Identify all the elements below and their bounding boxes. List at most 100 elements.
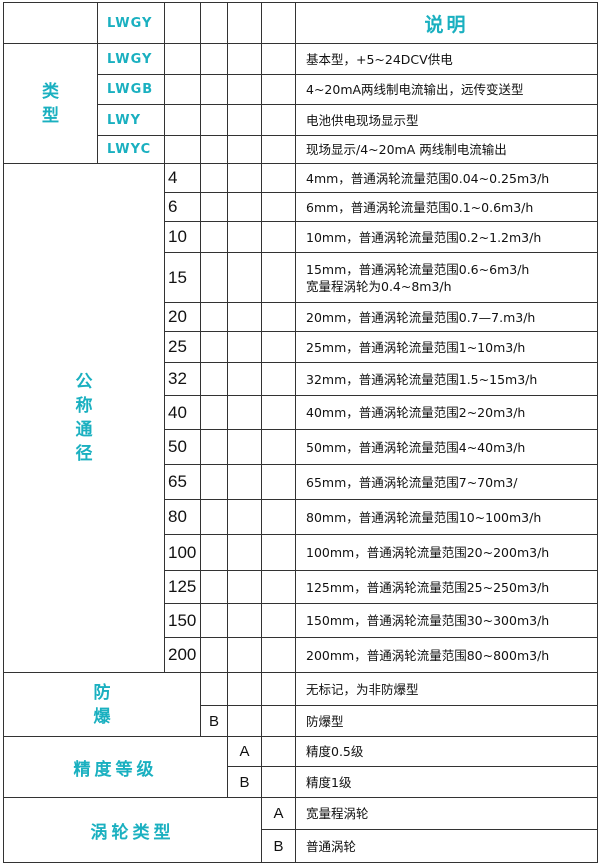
- empty-cell: [227, 163, 262, 193]
- diameter-code: 25: [164, 331, 201, 363]
- turbine-description: 普通涡轮: [295, 829, 598, 863]
- empty-cell: [227, 362, 262, 396]
- type-description: 电池供电现场显示型: [295, 104, 598, 136]
- type-code: LWY: [97, 104, 165, 136]
- empty-cell: [200, 362, 228, 396]
- diameter-row: 65 65mm，普通涡轮流量范围7~70m3/: [4, 464, 598, 500]
- diameter-code: 150: [164, 603, 201, 638]
- empty-cell: [227, 192, 262, 222]
- empty-cell: [261, 331, 296, 363]
- explosion-description: 无标记，为非防爆型: [295, 672, 598, 706]
- empty-cell: [261, 499, 296, 535]
- empty-cell: [200, 302, 228, 332]
- diameter-code: 100: [164, 534, 201, 571]
- accuracy-code: A: [227, 736, 262, 767]
- empty-cell: [3, 2, 98, 44]
- diameter-description: 6mm，普通涡轮流量范围0.1~0.6m3/h: [295, 192, 598, 222]
- type-row: LWYC 现场显示/4~20mA 两线制电流输出: [4, 135, 598, 164]
- description-line: 100mm，普通涡轮流量范围20~200m3/h: [306, 545, 550, 560]
- diameter-code: 65: [164, 464, 201, 500]
- type-code: LWYC: [97, 135, 165, 164]
- type-row: 类型 LWGY 基本型，+5~24DCV供电: [3, 43, 598, 164]
- empty-cell: [261, 570, 296, 604]
- description-line: 15mm，普通涡轮流量范围0.6~6m3/h: [306, 261, 530, 277]
- diameter-row: 150 150mm，普通涡轮流量范围30~300m3/h: [4, 603, 598, 638]
- header-row: LWGY 说明: [3, 2, 598, 44]
- description-line: 宽量程涡轮为0.4~8m3/h: [306, 278, 452, 294]
- empty-cell: [261, 192, 296, 222]
- description-line: 20mm，普通涡轮流量范围0.7—7.m3/h: [306, 309, 536, 325]
- diameter-row: 6 6mm，普通涡轮流量范围0.1~0.6m3/h: [4, 192, 598, 222]
- empty-cell: [164, 104, 201, 136]
- empty-cell: [200, 603, 228, 638]
- empty-cell: [261, 302, 296, 332]
- empty-cell: [200, 104, 228, 136]
- accuracy-description: 精度0.5级: [295, 736, 598, 767]
- empty-cell: [164, 135, 201, 164]
- accuracy-description: 精度1级: [295, 766, 598, 798]
- accuracy-label: 精度等级: [3, 736, 228, 798]
- empty-cell: [261, 637, 296, 673]
- explosion-label: 防爆: [3, 672, 201, 737]
- diameter-code: 6: [164, 192, 201, 222]
- empty-cell: [200, 331, 228, 363]
- description-line: 50mm，普通涡轮流量范围4~40m3/h: [306, 439, 526, 455]
- description-line: 80mm，普通涡轮流量范围10~100m3/h: [306, 509, 542, 525]
- empty-cell: [261, 163, 296, 193]
- diameter-row: 100 100mm，普通涡轮流量范围20~200m3/h: [4, 534, 598, 571]
- empty-cell: [227, 135, 262, 164]
- empty-cell: [261, 395, 296, 430]
- empty-cell: [261, 429, 296, 465]
- empty-cell: [227, 570, 262, 604]
- empty-cell: [227, 221, 262, 253]
- description-line: 4mm，普通涡轮流量范围0.04~0.25m3/h: [306, 170, 550, 186]
- empty-cell: [200, 43, 228, 75]
- type-code: LWGY: [97, 43, 165, 75]
- description-line: 40mm，普通涡轮流量范围2~20m3/h: [306, 405, 526, 420]
- empty-cell: [227, 672, 262, 706]
- empty-cell: [164, 2, 201, 44]
- empty-cell: [227, 603, 262, 638]
- description-line: 6mm，普通涡轮流量范围0.1~0.6m3/h: [306, 199, 534, 215]
- explosion-description: 防爆型: [295, 705, 598, 737]
- empty-cell: [227, 464, 262, 500]
- empty-cell: [227, 74, 262, 105]
- description-line: 65mm，普通涡轮流量范围7~70m3/: [306, 474, 518, 490]
- section-label-text: 防爆: [93, 682, 111, 727]
- empty-cell: [227, 499, 262, 535]
- empty-cell: [200, 464, 228, 500]
- diameter-description: 80mm，普通涡轮流量范围10~100m3/h: [295, 499, 598, 535]
- turbine-label: 涡轮类型: [3, 797, 262, 863]
- accuracy-code: B: [227, 766, 262, 798]
- explosion-code: [200, 672, 228, 706]
- diameter-description: 15mm，普通涡轮流量范围0.6~6m3/h 宽量程涡轮为0.4~8m3/h: [295, 252, 598, 303]
- empty-cell: [200, 570, 228, 604]
- empty-cell: [227, 104, 262, 136]
- empty-cell: [261, 362, 296, 396]
- empty-cell: [261, 2, 296, 44]
- diameter-row: 125 125mm，普通涡轮流量范围25~250m3/h: [4, 570, 598, 604]
- description-line: 32mm，普通涡轮流量范围1.5~15m3/h: [306, 371, 538, 387]
- diameter-row: 公称通径 4 4mm，普通涡轮流量范围0.04~0.25m3/h: [3, 163, 598, 673]
- diameter-label: 公称通径: [3, 163, 165, 673]
- empty-cell: [200, 429, 228, 465]
- diameter-description: 4mm，普通涡轮流量范围0.04~0.25m3/h: [295, 163, 598, 193]
- diameter-code: 32: [164, 362, 201, 396]
- diameter-description: 65mm，普通涡轮流量范围7~70m3/: [295, 464, 598, 500]
- empty-cell: [227, 331, 262, 363]
- diameter-row: 80 80mm，普通涡轮流量范围10~100m3/h: [4, 499, 598, 535]
- diameter-row: 15 15mm，普通涡轮流量范围0.6~6m3/h 宽量程涡轮为0.4~8m3/h: [4, 252, 598, 303]
- diameter-code: 15: [164, 252, 201, 303]
- empty-cell: [200, 252, 228, 303]
- description-header: 说明: [295, 2, 598, 44]
- diameter-description: 150mm，普通涡轮流量范围30~300m3/h: [295, 603, 598, 638]
- diameter-code: 20: [164, 302, 201, 332]
- empty-cell: [227, 302, 262, 332]
- turbine-row: B 普通涡轮: [4, 829, 598, 863]
- type-description: 基本型，+5~24DCV供电: [295, 43, 598, 75]
- description-line: 10mm，普通涡轮流量范围0.2~1.2m3/h: [306, 229, 542, 245]
- diameter-row: 200 200mm，普通涡轮流量范围80~800m3/h: [4, 637, 598, 673]
- empty-cell: [261, 43, 296, 75]
- diameter-code: 40: [164, 395, 201, 430]
- explosion-row: B 防爆型: [4, 705, 598, 737]
